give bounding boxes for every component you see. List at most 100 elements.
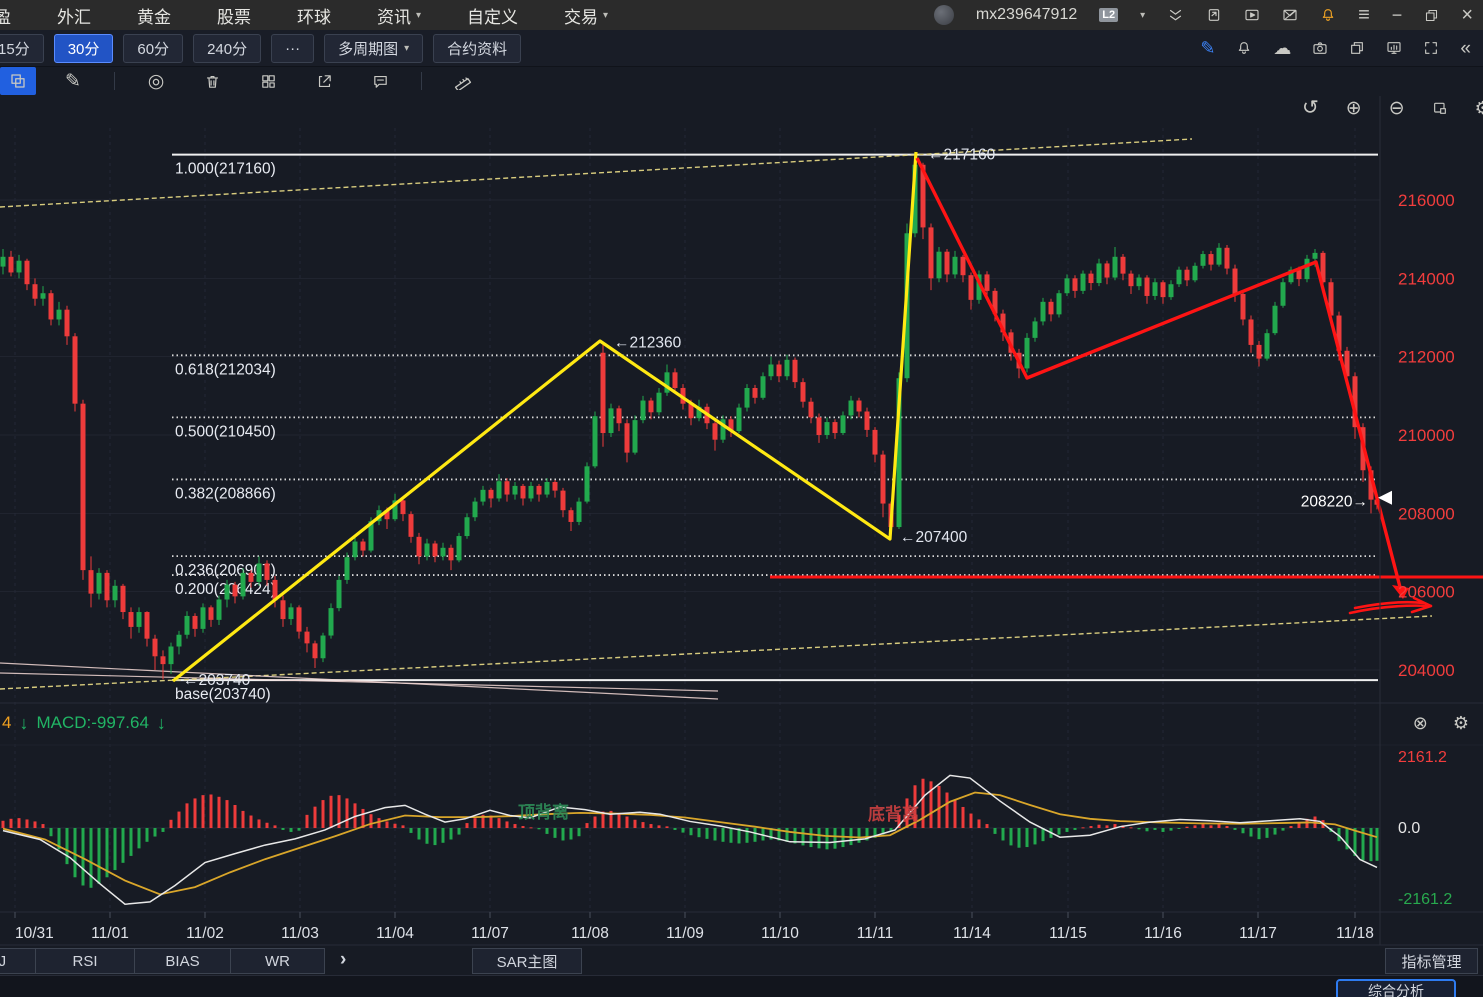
tab-bias[interactable]: BIAS	[134, 948, 231, 974]
indicator-value-fragment: 4	[2, 713, 12, 732]
menubar-item-6[interactable]: 自定义	[467, 3, 518, 28]
draw-tool-export-share[interactable]	[309, 68, 339, 94]
current-price-marker: 208220→	[1301, 490, 1392, 511]
comment-bubble-icon[interactable]	[372, 73, 389, 90]
svg-text:208220→: 208220→	[1301, 494, 1368, 511]
fibonacci-levels[interactable]: 1.000(217160) 0.618(212034) 0.500(210450) 0…	[172, 153, 1378, 704]
layout-grid-icon[interactable]	[260, 73, 277, 90]
tab-sar-main[interactable]: SAR主图	[472, 948, 582, 974]
collapse-chevrons-icon[interactable]: «	[1460, 37, 1471, 59]
timeframe-label: 合约资料	[447, 40, 508, 58]
draw-pencil-icon[interactable]: ✎	[1200, 38, 1216, 58]
timeframe-button-4[interactable]: ···	[271, 33, 315, 63]
username[interactable]: mx239647912	[975, 6, 1078, 23]
export-share-icon[interactable]	[316, 73, 333, 90]
svg-text:216000: 216000	[1398, 191, 1455, 210]
pencil-icon[interactable]: ✎	[65, 70, 81, 92]
timeframe-button-0[interactable]: 15分	[0, 33, 44, 63]
ruler-icon[interactable]	[454, 72, 472, 90]
date-axis[interactable]: 10/31 11/01 11/02 11/03 11/04 11/07 11/08 11/09…	[14, 912, 1374, 942]
tab-rsi[interactable]: RSI	[35, 948, 135, 974]
svg-text:204000: 204000	[1398, 661, 1455, 680]
zoom-out-icon[interactable]: ⊖	[1388, 97, 1405, 119]
tab-kdj[interactable]: KDJ	[0, 948, 36, 974]
analysis-button[interactable]: 综合分析	[1336, 979, 1456, 997]
fullscreen-icon[interactable]	[1423, 40, 1439, 56]
draw-tool-target-circle[interactable]: ◎	[141, 68, 171, 94]
menubar-item-label: 盈	[0, 7, 11, 27]
menubar-item-0[interactable]: 盈	[0, 3, 11, 28]
down-arrow-icon: ↓	[19, 712, 29, 733]
settings-gear-icon[interactable]: ⚙	[1452, 713, 1469, 733]
hand-drawn-arrow	[1348, 596, 1433, 615]
draw-tool-pencil[interactable]: ✎	[58, 68, 88, 94]
minimize-icon[interactable]: −	[1391, 5, 1403, 25]
trend-line-yellow[interactable]	[172, 151, 918, 683]
timeframe-button-1[interactable]: 30分	[53, 33, 114, 63]
draw-tool-layout-grid[interactable]	[253, 68, 283, 94]
level-badge: L2	[1099, 8, 1119, 22]
chevron-down-icon[interactable]: ▾	[1140, 9, 1146, 21]
timeframe-label: 60分	[137, 40, 170, 58]
timeframe-label: 多周期图	[338, 40, 399, 58]
undo-icon[interactable]: ↺	[1302, 97, 1319, 119]
draw-tool-ruler[interactable]	[448, 68, 478, 94]
avatar[interactable]	[933, 5, 954, 25]
tab-wr[interactable]: WR	[230, 948, 325, 974]
menubar-item-2[interactable]: 黄金	[137, 3, 171, 28]
draw-tool-magnet-squares[interactable]	[0, 67, 36, 95]
fib-label: base(203740)	[175, 686, 271, 703]
menubar-item-4[interactable]: 环球	[297, 3, 331, 28]
timeframe-button-2[interactable]: 60分	[123, 33, 184, 63]
mail-blocked-icon[interactable]	[1282, 7, 1298, 23]
notification-bell-icon[interactable]	[1320, 7, 1336, 23]
menubar-item-label: 股票	[217, 7, 251, 27]
svg-text:214000: 214000	[1398, 269, 1455, 288]
chart-monitor-icon[interactable]	[1386, 40, 1402, 56]
dif-line	[2, 774, 1378, 905]
timeframe-button-3[interactable]: 240分	[193, 33, 262, 63]
trash-icon[interactable]	[204, 73, 221, 90]
price-axis[interactable]: 216000 214000 212000 210000 208000 206000 2040…	[1398, 191, 1455, 680]
cloud-icon[interactable]: ☁	[1273, 38, 1292, 58]
indicator-manage-button[interactable]: 指标管理	[1385, 948, 1478, 974]
price-callout: ←217160	[928, 147, 996, 164]
menubar-item-5[interactable]: 资讯 ▾	[377, 3, 421, 28]
alert-bell-icon[interactable]	[1236, 40, 1252, 56]
draw-tool-trash[interactable]	[197, 68, 227, 94]
menubar-item-1[interactable]: 外汇	[57, 3, 91, 28]
menubar-item-label: 交易	[564, 7, 599, 27]
list-menu-icon[interactable]: ≡	[1358, 4, 1370, 26]
date-label: 11/02	[186, 925, 224, 942]
settings-gear-icon[interactable]: ⚙	[1474, 98, 1483, 118]
reset-view-icon[interactable]	[1432, 100, 1448, 116]
svg-text:210000: 210000	[1398, 426, 1455, 445]
timeframe-button-6[interactable]: 合约资料	[433, 33, 522, 63]
date-label: 11/09	[666, 925, 704, 942]
zoom-in-icon[interactable]: ⊕	[1345, 97, 1362, 119]
macd-axis[interactable]: 2161.2 0.0 -2161.2	[1398, 749, 1452, 908]
screen-share-icon[interactable]	[1206, 7, 1222, 23]
compare-copy-icon[interactable]	[1349, 40, 1365, 56]
menubar-item-7[interactable]: 交易 ▾	[564, 3, 608, 28]
trend-line-red[interactable]	[770, 157, 1483, 615]
screenshot-camera-icon[interactable]	[1312, 40, 1328, 56]
dea-line	[2, 791, 1378, 896]
target-circle-icon[interactable]: ◎	[147, 70, 165, 92]
restore-icon[interactable]	[1424, 8, 1439, 23]
menubar-item-3[interactable]: 股票	[217, 3, 251, 28]
timeframe-label: 30分	[67, 40, 100, 58]
channel-lines[interactable]	[0, 138, 1433, 700]
magnet-squares-icon[interactable]	[9, 72, 27, 90]
close-circle-icon[interactable]: ⊗	[1412, 713, 1428, 733]
timeframe-button-5[interactable]: 多周期图 ▾	[324, 33, 424, 63]
price-callout: ←207400	[900, 529, 968, 546]
down-arrow-icon: ↓	[156, 712, 166, 733]
draw-tool-comment-bubble[interactable]	[365, 68, 395, 94]
drawing-toolbar: ✎ ◎	[0, 66, 478, 96]
chevron-double-down-icon[interactable]	[1167, 7, 1184, 24]
video-play-icon[interactable]	[1244, 7, 1260, 23]
tabs-more-chevron-icon[interactable]: ›	[340, 949, 347, 970]
close-icon[interactable]: ×	[1461, 4, 1473, 26]
